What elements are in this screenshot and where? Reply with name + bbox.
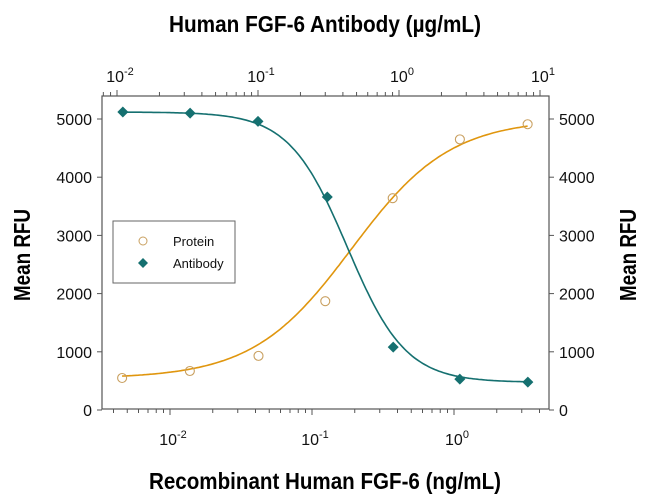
svg-text:3000: 3000 (56, 228, 92, 245)
top-axis-title: Human FGF-6 Antibody (µg/mL) (169, 11, 481, 37)
protein-data-point-circle-icon (117, 372, 128, 384)
svg-text:10-1: 10-1 (247, 66, 275, 86)
antibody-data-point-diamond-icon (387, 341, 399, 353)
svg-text:10-2: 10-2 (106, 66, 134, 86)
protein-data-point-circle-icon (320, 296, 331, 307)
legend-label-protein: Protein (173, 234, 214, 249)
protein-fit-curve (122, 125, 528, 377)
svg-text:3000: 3000 (559, 228, 595, 245)
antibody-data-point-diamond-icon (117, 106, 129, 118)
protein-data-point-circle-icon (522, 119, 533, 130)
svg-text:0: 0 (559, 403, 568, 420)
legend-label-antibody: Antibody (173, 256, 224, 271)
antibody-data-point-diamond-icon (522, 376, 534, 388)
axis-ticks (97, 90, 554, 415)
svg-text:100: 100 (445, 429, 469, 449)
protein-legend-circle-icon (138, 236, 148, 246)
svg-text:10-1: 10-1 (301, 429, 329, 449)
svg-text:1000: 1000 (56, 345, 92, 362)
svg-text:0: 0 (83, 403, 92, 420)
antibody-data-point-diamond-icon (252, 115, 264, 127)
svg-text:2000: 2000 (56, 287, 92, 304)
svg-text:5000: 5000 (559, 112, 595, 129)
svg-text:4000: 4000 (56, 170, 92, 187)
legend: Protein Antibody (112, 220, 236, 284)
protein-data-point-circle-icon (387, 193, 398, 204)
protein-data-point-circle-icon (253, 350, 264, 361)
svg-text:100: 100 (390, 66, 414, 86)
svg-text:2000: 2000 (559, 287, 595, 304)
protein-data-point-circle-icon (184, 365, 195, 377)
svg-text:10-2: 10-2 (159, 429, 187, 449)
axis-tick-labels: 0 0 1000 1000 2000 2000 3000 3000 4000 4000 5000 50… (56, 66, 594, 449)
protein-data-point-circle-icon (454, 134, 465, 145)
svg-text:5000: 5000 (56, 112, 92, 129)
svg-text:4000: 4000 (559, 170, 595, 187)
left-y-axis-label: Mean RFU (9, 209, 35, 301)
svg-text:1000: 1000 (559, 345, 595, 362)
antibody-data-point-diamond-icon (321, 191, 333, 203)
bottom-axis-title: Recombinant Human FGF-6 (ng/mL) (149, 468, 501, 494)
data-markers (117, 106, 534, 388)
right-y-axis-label: Mean RFU (615, 209, 641, 301)
svg-text:101: 101 (531, 66, 555, 86)
antibody-data-point-diamond-icon (454, 373, 466, 385)
antibody-data-point-diamond-icon (184, 107, 196, 119)
antibody-legend-diamond-icon (138, 258, 148, 268)
